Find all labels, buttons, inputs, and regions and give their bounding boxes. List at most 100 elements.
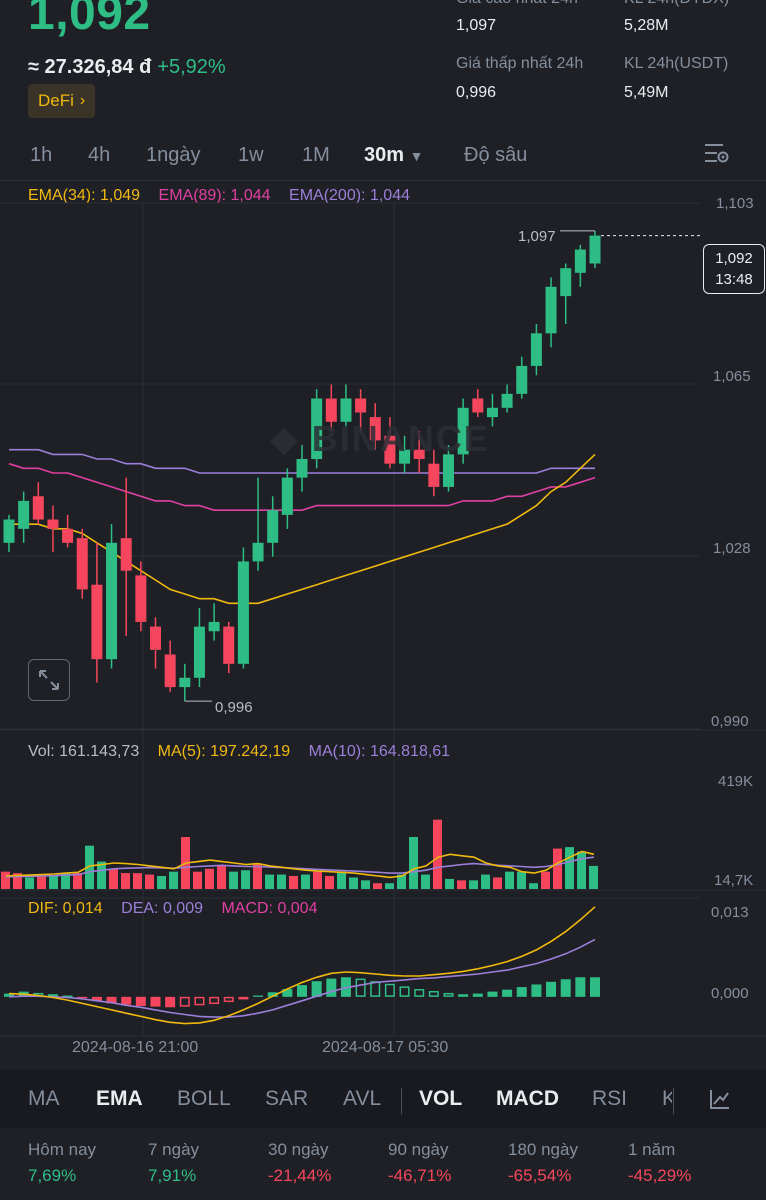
candle-body [428, 463, 440, 487]
candle-body [472, 398, 484, 413]
price-axis-label: 1,028 [713, 540, 751, 557]
tf-1h[interactable]: 1h [30, 144, 53, 166]
candle-body [135, 575, 147, 622]
ema200-legend: EMA(200): 1,044 [289, 187, 410, 204]
chart-settings-icon[interactable] [704, 142, 730, 171]
candle-body [296, 459, 308, 478]
macd-legend: DIF: 0,014 DEA: 0,009 MACD: 0,004 [28, 900, 317, 918]
drawing-tools-icon[interactable] [708, 1087, 732, 1116]
ind-tab-boll[interactable]: BOLL [177, 1087, 231, 1110]
tf-1w[interactable]: 1w [238, 144, 264, 166]
volume-bar [1, 871, 10, 889]
price-axis-label: 1,103 [716, 195, 754, 212]
volume-bar [409, 837, 418, 889]
candle-body [501, 393, 513, 408]
perf-value: -21,44% [268, 1166, 332, 1185]
macd-histogram-bar [91, 996, 102, 1001]
candle-body [150, 626, 161, 650]
volume-bar [301, 874, 310, 889]
category-tag[interactable]: DeFi › [28, 84, 96, 118]
volume-bar [37, 876, 46, 889]
candle-body [384, 435, 396, 464]
candle-body [193, 626, 205, 678]
tf-4h[interactable]: 4h [88, 144, 111, 166]
volume-bar [49, 876, 58, 889]
volume-bar [421, 874, 430, 889]
macd-histogram-bar [326, 978, 337, 997]
perf-value: 7,91% [148, 1166, 197, 1185]
candle-body [457, 407, 469, 455]
macd-histogram-bar [531, 984, 542, 997]
perf-label: 180 ngày [508, 1140, 578, 1159]
perf-label: Hôm nay [28, 1140, 97, 1159]
ind-tab-k[interactable]: K [662, 1087, 672, 1110]
tf-30m[interactable]: 30m ▼ [364, 144, 423, 167]
volume-bar [589, 865, 598, 889]
macd-histogram-bar [516, 987, 527, 997]
tf-1M[interactable]: 1M [302, 144, 330, 166]
ind-tab-macd[interactable]: MACD [496, 1087, 559, 1110]
candle-body [355, 398, 367, 413]
macd-histogram-bar [106, 996, 117, 1004]
price-chart[interactable] [0, 180, 766, 1070]
macd-histogram-bar [487, 991, 498, 997]
indicator-bar [0, 1070, 766, 1128]
volume-bar [541, 871, 550, 889]
candle-body [399, 449, 411, 464]
candle-body [18, 500, 30, 529]
volume-bar [253, 864, 262, 889]
ind-tab-avl[interactable]: AVL [343, 1087, 382, 1110]
tf-depth[interactable]: Độ sâu [464, 144, 528, 166]
binance-logo-icon: ◆ [270, 418, 300, 459]
candle-body [252, 542, 264, 562]
volume-bar [97, 861, 106, 889]
volume-bar [373, 883, 382, 889]
perf-label: 1 năm [628, 1140, 676, 1159]
ema-legend: EMA(34): 1,049 EMA(89): 1,044 EMA(200): … [28, 187, 410, 205]
macd-histogram-bar [355, 978, 366, 997]
ind-tab-sar[interactable]: SAR [265, 1087, 309, 1110]
candle-body [208, 621, 220, 632]
fiat-price: ≈ 27.326,84 đ [28, 56, 152, 78]
candle-body [237, 561, 249, 664]
stat-vol-base-label: KL 24h(DYDX) [624, 0, 729, 8]
volume-bar [433, 819, 442, 889]
volume-bar [337, 871, 346, 889]
price-axis-label: 0,990 [711, 713, 749, 730]
candle-body [47, 519, 59, 529]
macd-histogram-bar [414, 989, 425, 997]
tf-1day[interactable]: 1ngày [146, 144, 201, 166]
volume-bar [553, 848, 562, 889]
fullscreen-button[interactable] [28, 659, 70, 701]
ema34-legend: EMA(34): 1,049 [28, 187, 141, 204]
ind-tab-rsi[interactable]: RSI [592, 1087, 628, 1110]
ind-tab-ema[interactable]: EMA [96, 1087, 143, 1110]
volume-ma5-line [5, 850, 595, 879]
ind-tab-ma[interactable]: MA [28, 1087, 60, 1110]
macd-histogram-bar [443, 992, 454, 997]
volume-bar [61, 873, 70, 889]
volume-bar [277, 874, 286, 889]
time-axis-label: 2024-08-16 21:00 [72, 1039, 199, 1056]
volume-bar [529, 883, 538, 889]
macd-histogram-bar [267, 992, 278, 997]
stat-high-value: 1,097 [456, 17, 497, 34]
volume-bar [493, 877, 502, 889]
macd-histogram-bar [150, 996, 161, 1007]
ma10-legend: MA(10): 164.818,61 [308, 743, 451, 760]
candle-body [223, 626, 235, 664]
change-percent: +5,92% [157, 56, 226, 78]
perf-label: 7 ngày [148, 1140, 200, 1159]
perf-value: -45,29% [628, 1166, 692, 1185]
ind-tab-vol[interactable]: VOL [419, 1087, 463, 1110]
macd-histogram-bar [575, 977, 586, 997]
volume-bar [145, 874, 154, 889]
last-price: 1,092 [28, 0, 151, 40]
candle-body [574, 249, 586, 273]
candle-body [120, 538, 132, 571]
fiat-price-row: ≈ 27.326,84 đ +5,92% [28, 56, 226, 79]
volume-bar [13, 873, 22, 889]
tab-divider [401, 1088, 402, 1114]
candle-body [106, 542, 118, 660]
watermark-logo: ◆ BINANCE [270, 418, 490, 460]
